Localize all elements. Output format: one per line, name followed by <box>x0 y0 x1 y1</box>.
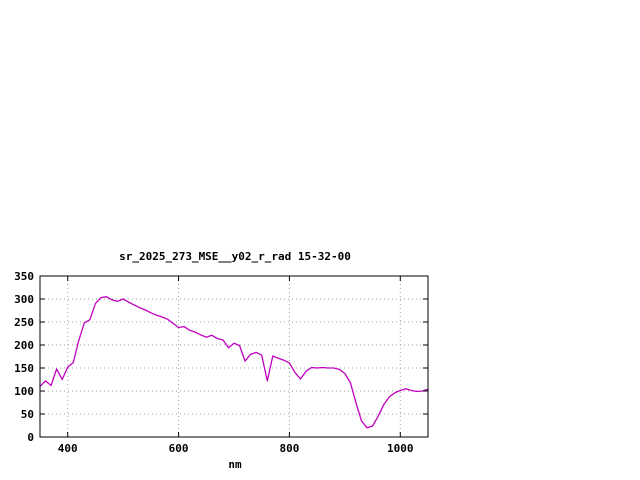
axis-tick-labels: 0 50 100 150 200 250 300 350 400 600 800 1000 <box>14 270 413 455</box>
chart-title: sr_2025_273_MSE__y02_r_rad 15-32-00 <box>119 250 351 263</box>
y-tick-label: 200 <box>14 339 34 352</box>
x-tick-label: 1000 <box>387 442 414 455</box>
x-tick-label: 600 <box>169 442 189 455</box>
x-axis-label: nm <box>228 458 242 471</box>
plot-frame <box>39 275 429 438</box>
y-tick-label: 100 <box>14 385 34 398</box>
y-tick-label: 0 <box>27 431 34 444</box>
x-tick-label: 800 <box>279 442 299 455</box>
y-tick-label: 150 <box>14 362 34 375</box>
axis-ticks <box>40 275 428 438</box>
y-tick-label: 50 <box>21 408 34 421</box>
y-tick-label: 300 <box>14 293 34 306</box>
x-tick-label: 400 <box>58 442 78 455</box>
y-tick-label: 250 <box>14 316 34 329</box>
data-series <box>39 296 429 429</box>
y-tick-label: 350 <box>14 270 34 283</box>
